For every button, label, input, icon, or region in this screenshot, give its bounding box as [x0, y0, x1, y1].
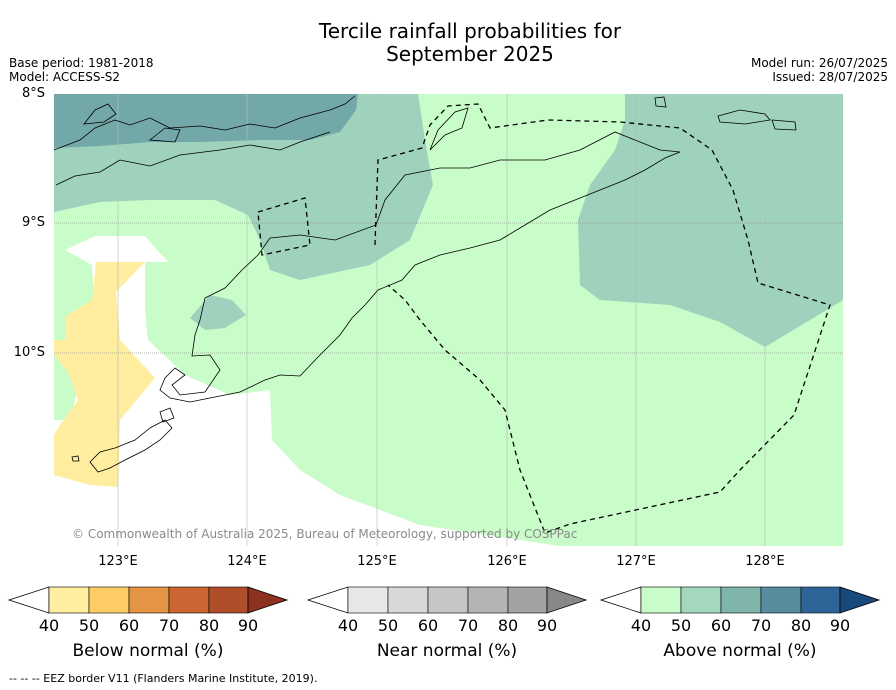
eez-border	[257, 103, 831, 534]
coastlines	[54, 95, 797, 473]
lon-label-125e: 125°E	[357, 554, 397, 569]
colorbar-near-label: Near normal (%)	[376, 641, 518, 661]
below-normal-40-50-region	[54, 262, 155, 487]
lon-label-124e: 124°E	[227, 554, 267, 569]
colorbar-below-label: Below normal (%)	[72, 641, 224, 661]
colorbar-above-tick: 40	[630, 616, 652, 635]
copyright-notice: © Commonwealth of Australia 2025, Bureau…	[72, 527, 578, 541]
map-title: Tercile rainfall probabilities for Septe…	[0, 20, 896, 66]
lon-label-127e: 127°E	[616, 554, 656, 569]
header-right: Model run: 26/07/2025 Issued: 28/07/2025	[751, 56, 888, 84]
base-period-text: Base period: 1981-2018	[9, 56, 154, 70]
colorbar-below-tick: 80	[198, 616, 220, 635]
colorbar-below-tick: 70	[158, 616, 180, 635]
colorbar-below-tick: 40	[38, 616, 60, 635]
colorbar-near-tick: 60	[417, 616, 439, 635]
lat-label-9s: 9°S	[21, 215, 45, 230]
no-signal-region	[54, 262, 560, 546]
colorbar-above-tick: 90	[829, 616, 851, 635]
model-text: Model: ACCESS-S2	[9, 70, 121, 84]
colorbar-above-label: Above normal (%)	[663, 641, 817, 661]
title-line-2: September 2025	[386, 42, 554, 66]
colorbar-near-tick: 70	[457, 616, 479, 635]
colorbar-below-tick: 90	[237, 616, 259, 635]
colorbar-above-tick: 80	[790, 616, 812, 635]
colorbar-below-lower-arrow	[7, 586, 50, 614]
colorbar-below-tick: 60	[118, 616, 140, 635]
colorbar-below	[7, 586, 289, 614]
colorbar-above-lower-arrow	[599, 586, 642, 614]
lon-label-128e: 128°E	[745, 554, 785, 569]
colorbar-above-tick: 70	[750, 616, 772, 635]
above-normal-60-70-region	[54, 94, 358, 148]
header-left: Base period: 1981-2018 Model: ACCESS-S2	[9, 56, 154, 84]
lat-label-8s: 8°S	[21, 86, 45, 101]
model-run-text: Model run: 26/07/2025	[750, 56, 888, 70]
colorbar-above-upper-arrow	[839, 586, 881, 614]
colorbar-below-tick: 50	[78, 616, 100, 635]
title-line-1: Tercile rainfall probabilities for	[318, 19, 622, 43]
colorbar-near-lower-arrow	[306, 586, 349, 614]
lat-label-10s: 10°S	[13, 345, 45, 360]
above-normal-50-60-region-east	[578, 94, 843, 347]
colorbar-near-tick: 90	[536, 616, 558, 635]
colorbar-near-tick: 40	[337, 616, 359, 635]
lon-label-123e: 123°E	[98, 554, 138, 569]
colorbar-above-tick: 50	[670, 616, 692, 635]
no-signal-region-north	[65, 236, 168, 265]
probability-field	[54, 94, 843, 546]
issued-text: Issued: 28/07/2025	[772, 70, 888, 84]
lon-label-126e: 126°E	[487, 554, 527, 569]
colorbar-near	[306, 586, 588, 614]
colorbar-near-tick: 80	[497, 616, 519, 635]
colorbar-above	[599, 586, 881, 614]
colorbar-near-tick: 50	[377, 616, 399, 635]
colorbar-near-upper-arrow	[546, 586, 588, 614]
colorbar-below-upper-arrow	[247, 586, 289, 614]
eez-footnote: -- -- -- EEZ border V11 (Flanders Marine…	[9, 672, 318, 685]
colorbar-above-tick: 60	[710, 616, 732, 635]
